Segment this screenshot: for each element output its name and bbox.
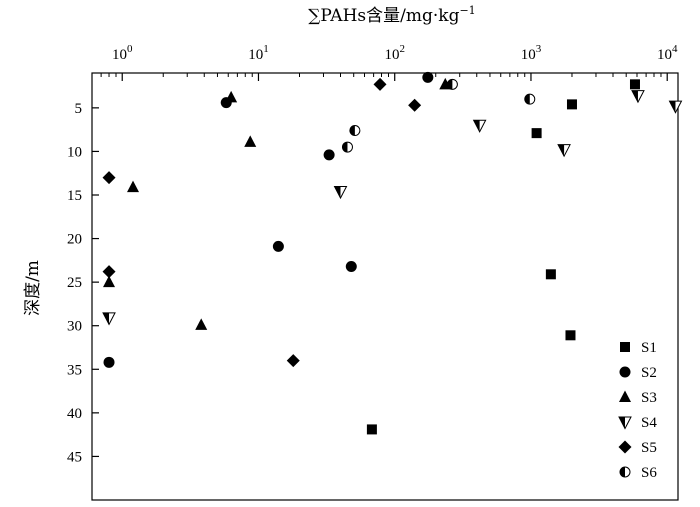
y-axis-title: 深度/m	[23, 260, 43, 316]
legend-label: S3	[641, 390, 657, 406]
point-s1	[545, 269, 556, 280]
legend-label: S1	[641, 340, 657, 356]
legend-item-s3: S3	[619, 390, 657, 406]
point-s4	[557, 144, 571, 158]
point-s3	[244, 135, 257, 147]
point-s6	[349, 125, 361, 137]
legend-item-s5: S5	[618, 440, 657, 456]
point-s4	[102, 312, 116, 326]
plot-frame	[91, 72, 679, 501]
point-s5	[102, 265, 116, 279]
y-tick-label: 15	[67, 188, 82, 204]
legend-label: S5	[641, 440, 657, 456]
point-s6	[341, 141, 353, 153]
y-axis-ticks: 5 10 15 20 25 30 35 40 45	[67, 101, 99, 465]
y-tick-label: 5	[75, 101, 83, 117]
point-s3	[195, 318, 208, 330]
y-tick-label: 30	[67, 319, 82, 335]
legend-item-s6: S6	[619, 465, 657, 481]
point-s1	[531, 128, 542, 139]
legend-label: S4	[641, 415, 657, 431]
legend-item-s2: S2	[619, 365, 657, 381]
point-s6	[446, 78, 458, 90]
point-s2	[422, 71, 434, 83]
data-points	[102, 71, 683, 435]
point-s4	[333, 186, 348, 200]
point-s3	[103, 275, 116, 288]
point-s1	[565, 330, 576, 341]
y-tick-label: 35	[67, 362, 82, 378]
legend: S1 S2 S3 S4 S5 S6	[618, 340, 657, 481]
x-tick-label: 104	[657, 43, 678, 63]
legend-label: S2	[641, 365, 657, 381]
y-tick-label: 25	[67, 275, 82, 291]
y-tick-label: 45	[67, 449, 82, 465]
point-s5	[286, 354, 300, 368]
x-axis-ticks: 100 101 102 103 104	[91, 43, 678, 81]
y-tick-label: 40	[67, 406, 82, 422]
point-s1	[629, 79, 640, 90]
point-s2	[345, 260, 357, 272]
legend-marker-s3	[619, 390, 631, 402]
legend-marker-s4	[618, 416, 632, 430]
point-s3	[127, 180, 140, 193]
legend-marker-s6	[619, 466, 631, 478]
legend-marker-s2	[619, 366, 631, 378]
y-tick-label: 10	[67, 144, 82, 160]
point-s2	[272, 240, 284, 252]
point-s5	[102, 171, 116, 185]
point-s4	[668, 100, 683, 114]
x-tick-label: 100	[112, 43, 133, 63]
legend-marker-s5	[618, 440, 632, 454]
legend-item-s4: S4	[618, 415, 657, 431]
x-tick-label: 101	[248, 43, 269, 63]
point-s6	[524, 93, 536, 105]
point-s3	[225, 90, 238, 103]
point-s2	[323, 149, 335, 161]
point-s4	[631, 90, 645, 104]
legend-label: S6	[641, 465, 657, 481]
x-axis-title: ∑PAHs含量/mg·kg−1	[308, 4, 475, 26]
legend-item-s1: S1	[620, 340, 657, 356]
point-s1	[566, 99, 577, 110]
y-tick-label: 20	[67, 232, 82, 248]
x-tick-label: 103	[521, 43, 542, 63]
point-s4	[472, 119, 487, 133]
point-s2	[103, 356, 115, 368]
point-s5	[408, 98, 422, 112]
x-axis-title-superscript: −1	[459, 4, 475, 17]
x-tick-label: 102	[384, 43, 405, 63]
point-s5	[373, 77, 387, 91]
point-s1	[366, 424, 377, 435]
legend-marker-s1	[620, 342, 630, 352]
